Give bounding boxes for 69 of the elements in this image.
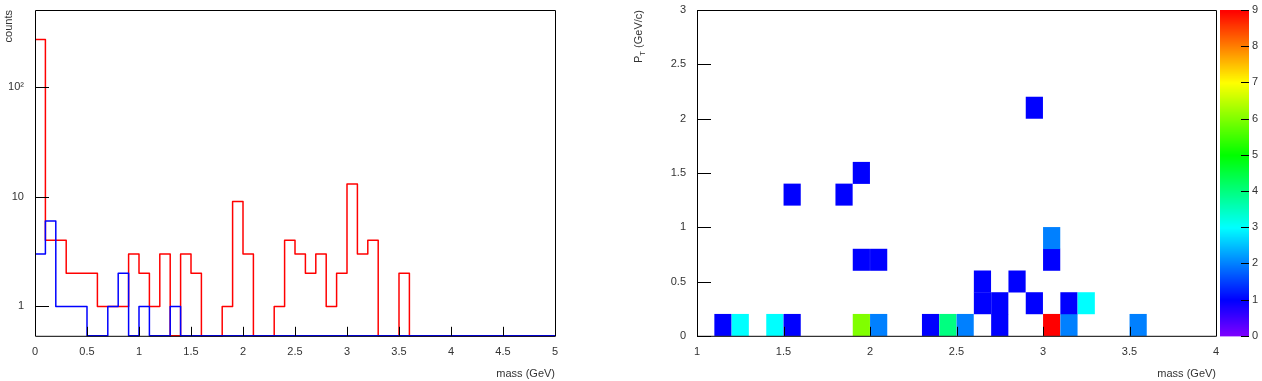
x-tick-label: 1.5	[775, 345, 792, 358]
x-tick-label: 2.5	[948, 345, 965, 358]
point	[1060, 313, 1078, 336]
x-tick-label: 3	[1039, 345, 1047, 358]
y-tick-label: 10	[11, 189, 24, 202]
point	[870, 248, 888, 271]
color-bar-label: 5	[1252, 147, 1259, 160]
color-bar-label: 1	[1252, 292, 1259, 305]
point	[973, 292, 992, 315]
point	[783, 183, 801, 206]
color-bar-label: 4	[1252, 184, 1259, 197]
x-tick-label: 2	[239, 345, 247, 358]
x-tick-label: 2.5	[287, 345, 303, 358]
y-tick-label: 1	[679, 220, 686, 233]
color-bar-label: 8	[1252, 39, 1259, 52]
y-axis-title: counts	[2, 9, 14, 43]
point	[1043, 313, 1061, 336]
color-bar-label: 6	[1252, 111, 1259, 124]
color-bar-label: 0	[1252, 328, 1259, 341]
point	[783, 313, 801, 336]
x-axis-title: mass (GeV)	[1157, 367, 1217, 379]
point	[1060, 292, 1078, 315]
x-tick-label: 3.5	[391, 345, 407, 358]
point	[1025, 292, 1043, 315]
x-tick-label: 4.5	[495, 345, 511, 358]
point	[835, 183, 853, 206]
x-tick-label: 3.5	[1121, 345, 1138, 358]
point	[852, 161, 870, 184]
x-tick-label: 4	[1212, 345, 1220, 358]
x-tick-label: 3	[343, 345, 351, 358]
x-tick-label: 0	[31, 345, 39, 358]
color-bar-label: 9	[1252, 3, 1259, 16]
point	[921, 313, 940, 336]
point	[991, 313, 1009, 336]
point	[852, 248, 870, 271]
point	[852, 313, 870, 336]
x-tick-label: 1.5	[183, 345, 199, 358]
point	[1008, 270, 1026, 293]
y-tick-label: 1.5	[670, 165, 686, 178]
point	[939, 313, 957, 336]
y-tick-label: 0	[679, 328, 686, 341]
color-bar-label: 3	[1252, 220, 1259, 233]
x-axis-title: mass (GeV)	[496, 367, 556, 379]
y-tick-label: 1	[17, 299, 24, 312]
y-tick-label: 10²	[8, 79, 25, 92]
point	[1077, 292, 1095, 315]
y-tick-label: 3	[679, 3, 686, 16]
x-tick-label: 1	[135, 345, 143, 358]
point	[973, 270, 992, 293]
color-bar-label: 2	[1252, 256, 1259, 269]
point	[870, 313, 888, 336]
point	[991, 292, 1009, 315]
x-tick-label: 0.5	[79, 345, 95, 358]
color-bar-label: 7	[1252, 75, 1259, 88]
x-tick-label: 2	[866, 345, 874, 358]
y-tick-label: 2.5	[670, 57, 686, 70]
point	[1043, 227, 1061, 250]
point	[766, 313, 784, 336]
point	[1043, 248, 1061, 271]
point	[731, 313, 749, 336]
point	[1025, 96, 1043, 119]
x-tick-label: 5	[551, 345, 559, 358]
x-tick-label: 1	[693, 345, 701, 358]
y-tick-label: 0.5	[670, 274, 686, 287]
x-tick-label: 4	[447, 345, 455, 358]
point	[1129, 313, 1147, 336]
point	[714, 313, 732, 336]
point	[956, 313, 974, 336]
y-tick-label: 2	[679, 111, 686, 124]
